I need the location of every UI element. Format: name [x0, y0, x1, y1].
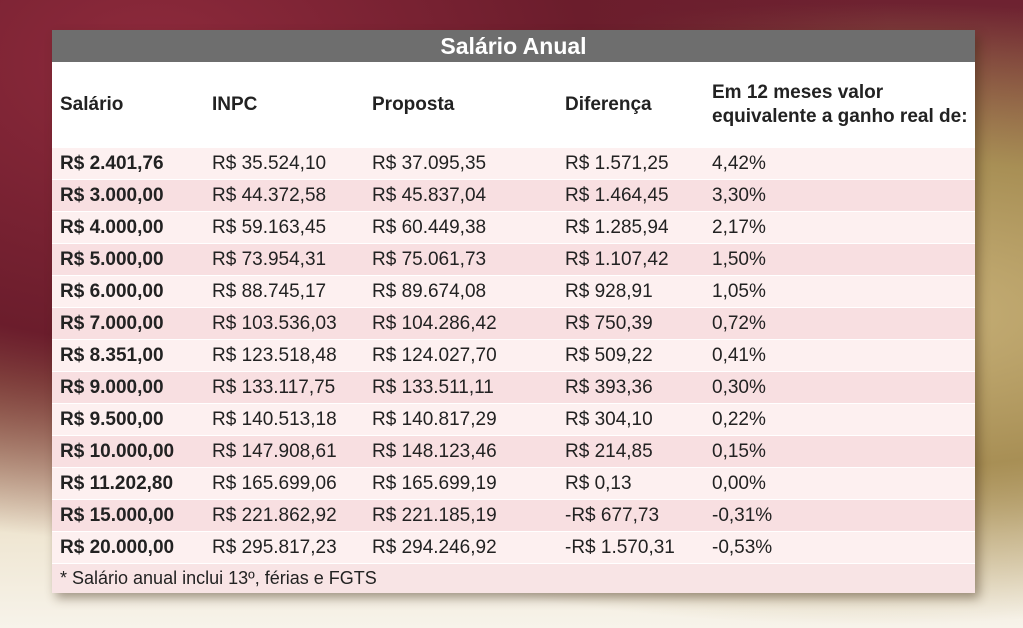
- table-cell: R$ 148.123,46: [364, 435, 557, 468]
- table-cell: -R$ 677,73: [557, 499, 704, 532]
- table-cell: R$ 1.107,42: [557, 243, 704, 276]
- table-cell: R$ 140.513,18: [204, 403, 364, 436]
- table-cell: R$ 11.202,80: [52, 467, 204, 500]
- table-cell: R$ 4.000,00: [52, 211, 204, 244]
- table-cell: 3,30%: [704, 179, 975, 212]
- table-cell: R$ 20.000,00: [52, 531, 204, 564]
- table-cell: R$ 37.095,35: [364, 148, 557, 180]
- table-row: R$ 5.000,00 R$ 73.954,31 R$ 75.061,73 R$ 1.…: [52, 243, 975, 276]
- table-row: R$ 8.351,00 R$ 123.518,48 R$ 124.027,70 R$ …: [52, 339, 975, 372]
- table-cell: R$ 5.000,00: [52, 243, 204, 276]
- table-cell: 0,72%: [704, 307, 975, 340]
- table-cell: 0,22%: [704, 403, 975, 436]
- table-cell: R$ 9.500,00: [52, 403, 204, 436]
- table-cell: R$ 509,22: [557, 339, 704, 372]
- table-row: R$ 20.000,00 R$ 295.817,23 R$ 294.246,92 -R…: [52, 531, 975, 564]
- table-cell: R$ 140.817,29: [364, 403, 557, 436]
- table-cell: R$ 104.286,42: [364, 307, 557, 340]
- table-row: R$ 3.000,00 R$ 44.372,58 R$ 45.837,04 R$ 1.…: [52, 179, 975, 212]
- table-cell: R$ 147.908,61: [204, 435, 364, 468]
- table-cell: R$ 15.000,00: [52, 499, 204, 532]
- table-cell: R$ 124.027,70: [364, 339, 557, 372]
- table-cell: R$ 295.817,23: [204, 531, 364, 564]
- table-cell: R$ 60.449,38: [364, 211, 557, 244]
- table-row: R$ 9.000,00 R$ 133.117,75 R$ 133.511,11 R$ …: [52, 371, 975, 404]
- column-header: Salário: [52, 62, 204, 148]
- column-header: Diferença: [557, 62, 704, 148]
- table-cell: R$ 89.674,08: [364, 275, 557, 308]
- table-cell: -0,53%: [704, 531, 975, 564]
- table-cell: R$ 393,36: [557, 371, 704, 404]
- table-cell: R$ 59.163,45: [204, 211, 364, 244]
- table-cell: 0,15%: [704, 435, 975, 468]
- table-cell: R$ 73.954,31: [204, 243, 364, 276]
- table-row: R$ 2.401,76 R$ 35.524,10 R$ 37.095,35 R$ 1.…: [52, 148, 975, 180]
- table-cell: R$ 0,13: [557, 467, 704, 500]
- table-panel: Salário Anual Salário INPC Proposta Diferen…: [52, 30, 975, 593]
- table-cell: 1,50%: [704, 243, 975, 276]
- table-cell: R$ 1.464,45: [557, 179, 704, 212]
- table-cell: R$ 88.745,17: [204, 275, 364, 308]
- table-cell: 1,05%: [704, 275, 975, 308]
- salary-table: Salário INPC Proposta Diferença Em 12 meses …: [52, 62, 975, 564]
- table-body: R$ 2.401,76 R$ 35.524,10 R$ 37.095,35 R$ 1.…: [52, 148, 975, 564]
- table-row: R$ 6.000,00 R$ 88.745,17 R$ 89.674,08 R$ 92…: [52, 275, 975, 308]
- table-cell: -R$ 1.570,31: [557, 531, 704, 564]
- table-cell: 2,17%: [704, 211, 975, 244]
- footnote: * Salário anual inclui 13º, férias e FGT…: [52, 564, 975, 593]
- table-cell: R$ 221.862,92: [204, 499, 364, 532]
- table-cell: R$ 214,85: [557, 435, 704, 468]
- table-cell: R$ 8.351,00: [52, 339, 204, 372]
- table-row: R$ 9.500,00 R$ 140.513,18 R$ 140.817,29 R$ …: [52, 403, 975, 436]
- table-row: R$ 4.000,00 R$ 59.163,45 R$ 60.449,38 R$ 1.…: [52, 211, 975, 244]
- header-row: Salário INPC Proposta Diferença Em 12 meses …: [52, 62, 975, 148]
- column-header: Proposta: [364, 62, 557, 148]
- table-cell: R$ 133.511,11: [364, 371, 557, 404]
- table-cell: R$ 928,91: [557, 275, 704, 308]
- table-cell: R$ 165.699,06: [204, 467, 364, 500]
- table-cell: 4,42%: [704, 148, 975, 180]
- table-title: Salário Anual: [52, 30, 975, 62]
- table-cell: -0,31%: [704, 499, 975, 532]
- table-cell: R$ 750,39: [557, 307, 704, 340]
- table-cell: R$ 1.285,94: [557, 211, 704, 244]
- table-cell: 0,00%: [704, 467, 975, 500]
- table-row: R$ 10.000,00 R$ 147.908,61 R$ 148.123,46 R$…: [52, 435, 975, 468]
- table-cell: R$ 304,10: [557, 403, 704, 436]
- table-cell: R$ 165.699,19: [364, 467, 557, 500]
- table-cell: R$ 44.372,58: [204, 179, 364, 212]
- table-cell: R$ 3.000,00: [52, 179, 204, 212]
- table-cell: R$ 1.571,25: [557, 148, 704, 180]
- table-cell: R$ 7.000,00: [52, 307, 204, 340]
- table-row: R$ 7.000,00 R$ 103.536,03 R$ 104.286,42 R$ …: [52, 307, 975, 340]
- table-cell: R$ 75.061,73: [364, 243, 557, 276]
- table-cell: R$ 103.536,03: [204, 307, 364, 340]
- table-cell: R$ 45.837,04: [364, 179, 557, 212]
- table-cell: R$ 133.117,75: [204, 371, 364, 404]
- table-cell: R$ 294.246,92: [364, 531, 557, 564]
- table-cell: 0,41%: [704, 339, 975, 372]
- table-cell: R$ 35.524,10: [204, 148, 364, 180]
- table-cell: R$ 10.000,00: [52, 435, 204, 468]
- table-row: R$ 11.202,80 R$ 165.699,06 R$ 165.699,19 R$…: [52, 467, 975, 500]
- table-cell: 0,30%: [704, 371, 975, 404]
- table-row: R$ 15.000,00 R$ 221.862,92 R$ 221.185,19 -R…: [52, 499, 975, 532]
- table-cell: R$ 221.185,19: [364, 499, 557, 532]
- table-cell: R$ 123.518,48: [204, 339, 364, 372]
- table-cell: R$ 2.401,76: [52, 148, 204, 180]
- table-cell: R$ 6.000,00: [52, 275, 204, 308]
- table-cell: R$ 9.000,00: [52, 371, 204, 404]
- column-header: INPC: [204, 62, 364, 148]
- column-header: Em 12 meses valor equivalente a ganho re…: [704, 62, 975, 148]
